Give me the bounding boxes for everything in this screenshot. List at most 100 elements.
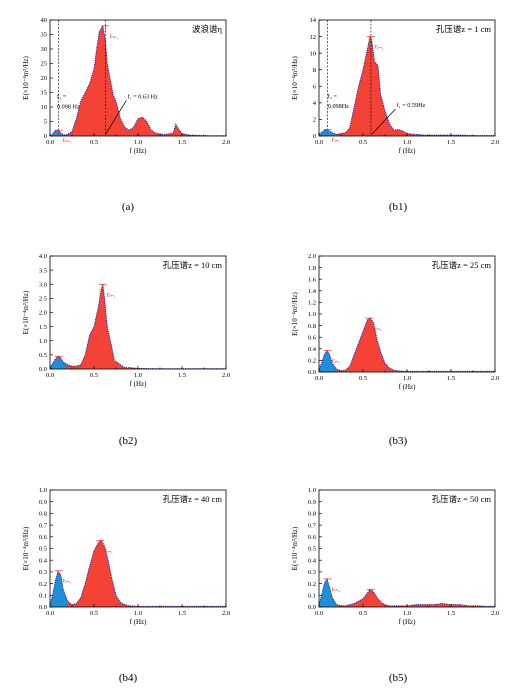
y-tick-label-b5: 0.8 xyxy=(308,511,316,518)
y-tick-label-b1: 14 xyxy=(310,17,317,24)
annotation-b1: 0.098Hz xyxy=(328,103,349,110)
y-tick-label-b2: 3.5 xyxy=(39,267,47,274)
spectrum-line-b4 xyxy=(49,539,226,607)
x-tick-label-b4: 1.5 xyxy=(178,610,186,617)
annotation-arrow-a xyxy=(105,100,127,135)
y-tick-label-b3: 0.8 xyxy=(308,323,316,330)
y-tick-label-b2: 1.5 xyxy=(39,324,47,331)
x-tick-label-b1: 2.0 xyxy=(491,139,499,146)
x-tick-label-a: 2.0 xyxy=(222,139,230,146)
x-tick-label-b4: 1.0 xyxy=(134,610,142,617)
x-tick-label-b3: 2.0 xyxy=(491,375,499,382)
y-tick-label-b1: 10 xyxy=(310,50,317,57)
x-tick-label-b2: 1.0 xyxy=(134,372,142,379)
panel-title-b4: 孔压谱z = 40 cm xyxy=(163,494,223,504)
x-tick-label-b5: 1.5 xyxy=(447,610,455,617)
high-frequency-area-b5 xyxy=(336,589,495,607)
y-tick-label-b5: 1.0 xyxy=(308,487,316,494)
peak-label-b5: Eₘ₂ xyxy=(332,587,341,593)
y-tick-label-b3: 1.2 xyxy=(308,300,316,307)
y-tick-label-b4: 0.1 xyxy=(39,593,47,600)
y-tick-label-b5: 0.0 xyxy=(308,604,316,611)
y-tick-label-b4: 0.8 xyxy=(39,511,47,518)
y-axis-label-b1: E(×10⁻⁴m²/Hz) xyxy=(291,55,299,99)
y-tick-label-a: 25 xyxy=(41,61,48,68)
x-tick-label-b1: 1.0 xyxy=(403,139,411,146)
panel-title-b1: 孔压谱z = 1 cm xyxy=(436,24,491,34)
y-tick-label-b3: 1.0 xyxy=(308,311,316,318)
axes-frame-b4 xyxy=(49,489,227,608)
y-tick-label-b5: 0.2 xyxy=(308,581,316,588)
high-frequency-area-b4 xyxy=(67,540,226,607)
x-tick-label-a: 1.5 xyxy=(178,139,186,146)
x-axis-label-b2: f (Hz) xyxy=(130,380,148,388)
x-tick-label-b3: 1.0 xyxy=(403,375,411,382)
low-frequency-area-b5 xyxy=(319,578,341,607)
y-tick-label-b4: 0.4 xyxy=(39,557,48,564)
spectrum-line-b2 xyxy=(49,284,226,370)
peak-label-b1: Eₘ₂ xyxy=(332,137,341,143)
annotation-a: f₁ = 0.63 Hz xyxy=(127,93,158,100)
x-tick-label-b3: 1.5 xyxy=(447,375,455,382)
y-tick-label-b1: 6 xyxy=(313,83,317,90)
low-frequency-area-a xyxy=(50,130,72,136)
y-tick-label-b3: 2.0 xyxy=(308,253,316,260)
x-tick-label-b1: 0.5 xyxy=(359,139,367,146)
axes-frame-b5 xyxy=(318,489,496,608)
x-axis-label-b1: f (Hz) xyxy=(399,147,417,155)
peak-label-b2: Eₘ₁ xyxy=(107,292,116,298)
y-tick-label-b1: 4 xyxy=(313,100,317,107)
y-tick-label-b2: 2.0 xyxy=(39,310,47,317)
spectrum-line-b5 xyxy=(318,577,495,607)
x-tick-label-b5: 1.0 xyxy=(403,610,411,617)
annotation-arrow-b1 xyxy=(371,108,396,135)
panel-caption-a: (a) xyxy=(122,201,135,213)
x-tick-label-b2: 0.0 xyxy=(46,372,54,379)
panel-title-a: 波浪谱η xyxy=(192,24,222,34)
x-tick-label-b5: 0.0 xyxy=(315,610,323,617)
x-tick-label-b2: 1.5 xyxy=(178,372,186,379)
y-tick-label-a: 0 xyxy=(44,133,47,140)
y-axis-label-b2: E(×10⁻⁴m²/Hz) xyxy=(22,290,30,334)
y-tick-label-a: 35 xyxy=(41,32,48,39)
x-axis-label-a: f (Hz) xyxy=(130,147,148,155)
y-tick-label-b3: 1.4 xyxy=(308,288,317,295)
axes-frame-b1 xyxy=(318,19,496,137)
x-tick-label-a: 0.0 xyxy=(46,139,54,146)
y-tick-label-b2: 0.5 xyxy=(39,352,47,359)
y-tick-label-b4: 0.5 xyxy=(39,546,47,553)
y-tick-label-b5: 0.6 xyxy=(308,534,317,541)
y-tick-label-b5: 0.5 xyxy=(308,546,316,553)
y-tick-label-a: 5 xyxy=(44,119,47,126)
x-axis-label-b3: f (Hz) xyxy=(399,383,417,391)
x-tick-label-b4: 0.5 xyxy=(90,610,98,617)
y-tick-label-b3: 1.8 xyxy=(308,265,316,272)
y-tick-label-b2: 0.0 xyxy=(39,366,47,373)
y-axis-label-b4: E(×10⁻⁴m²/Hz) xyxy=(22,526,30,570)
y-tick-label-b5: 0.3 xyxy=(308,569,316,576)
y-tick-label-b3: 0.6 xyxy=(308,334,317,341)
high-frequency-area-a xyxy=(67,25,226,136)
spectrum-line-b3 xyxy=(318,317,495,372)
peak-label-b3: Eₘ₁ xyxy=(373,326,382,332)
x-tick-label-b1: 1.5 xyxy=(447,139,455,146)
y-tick-label-b4: 0.2 xyxy=(39,581,47,588)
high-frequency-area-b3 xyxy=(336,318,495,372)
x-tick-label-b1: 0.0 xyxy=(315,139,323,146)
x-tick-label-a: 0.5 xyxy=(90,139,98,146)
annotation-a: 0.098 Hz xyxy=(57,103,80,110)
y-axis-label-b3: E(×10⁻⁴m²/Hz) xyxy=(291,291,299,335)
panel-caption-b5: (b5) xyxy=(389,672,408,684)
x-tick-label-a: 1.0 xyxy=(134,139,142,146)
peak-label-b3: Eₘ₂ xyxy=(332,359,341,365)
high-frequency-area-b1 xyxy=(336,36,495,137)
y-tick-label-b1: 12 xyxy=(310,34,317,41)
panel-caption-b1: (b1) xyxy=(389,201,408,213)
peak-label-b2: Eₘ₂ xyxy=(63,364,72,370)
y-tick-label-a: 20 xyxy=(41,75,48,82)
low-frequency-area-b1 xyxy=(319,129,341,136)
panel-title-b5: 孔压谱z = 50 cm xyxy=(432,494,492,504)
y-tick-label-b1: 8 xyxy=(313,67,316,74)
y-tick-label-a: 30 xyxy=(41,46,48,53)
y-tick-label-b5: 0.4 xyxy=(308,557,317,564)
